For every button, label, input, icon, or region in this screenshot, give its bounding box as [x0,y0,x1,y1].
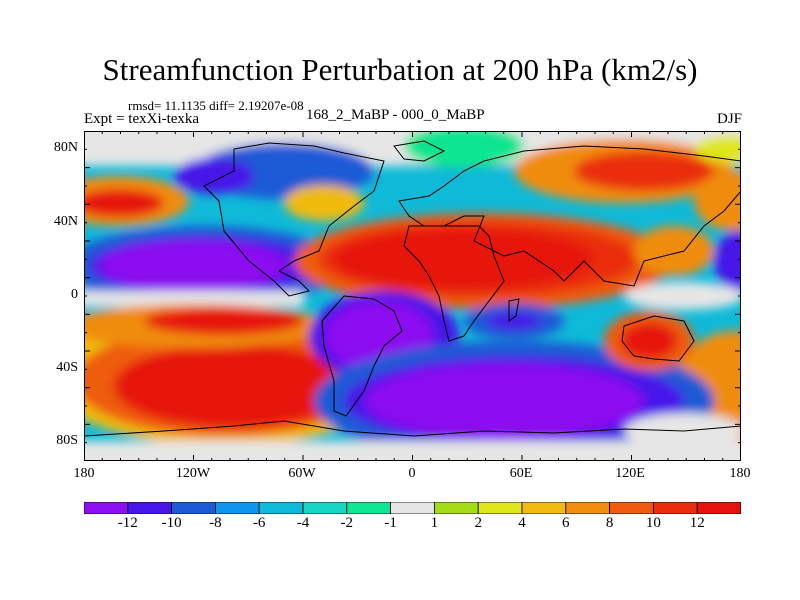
colorbar-swatch [477,502,523,514]
y-tick-label: 0 [71,287,78,302]
map-panel [84,131,741,461]
y-tick-label: 40N [53,214,78,229]
x-tick-label: 60E [509,466,533,481]
colorbar [84,502,741,514]
x-tick-label: 0 [408,466,416,481]
colorbar-swatch [521,502,567,514]
y-tick-label: 80N [53,140,78,155]
x-tick-label: 180 [73,466,95,481]
colorbar-swatch [214,502,260,514]
colorbar-label: 4 [518,515,526,531]
colorbar-swatch [653,502,698,514]
field-layer [84,131,741,461]
colorbar-label: -1 [384,515,397,531]
plot-title: Streamfunction Perturbation at 200 hPa (… [102,52,698,87]
colorbar-swatch [258,502,304,514]
colorbar-label: 1 [430,515,439,531]
x-tick-label: 60W [288,466,316,481]
x-tick-label: 120E [615,466,645,481]
y-tick-label: 80S [56,433,78,448]
axis-ticks [84,131,741,461]
season-label: DJF [716,111,742,127]
stats-line: rmsd= 11.1135 diff= 2.19207e-08 [128,98,304,113]
colorbar-label: 12 [689,515,705,531]
experiment-label: Expt = texXi-texka [84,111,200,127]
colorbar-swatch [84,502,129,514]
y-tick-label: 40S [56,360,78,375]
colorbar-swatch [609,502,654,514]
colorbar-swatch [171,502,216,514]
colorbar-label: 6 [562,515,570,531]
colorbar-swatch [696,502,741,514]
colorbar-label: 10 [645,515,661,531]
colorbar-label: -8 [209,515,222,531]
coastlines [84,140,741,461]
colorbar-label: 2 [474,515,482,531]
colorbar-label: -10 [161,515,182,531]
colorbar-swatch [302,502,348,514]
colorbar-label: -12 [117,515,138,531]
colorbar-label: -6 [252,515,266,531]
colorbar-label: -4 [296,515,310,531]
colorbar-swatch [390,502,435,514]
colorbar-swatch [433,502,479,514]
x-tick-label: 120W [175,466,211,481]
comparison-label: 168_2_MaBP - 000_0_MaBP [306,107,485,123]
colorbar-swatch [346,502,391,514]
colorbar-label: -2 [340,515,354,531]
colorbar-label: 8 [605,515,614,531]
colorbar-swatch [127,502,172,514]
colorbar-swatch [565,502,610,514]
x-tick-label: 180 [729,466,751,481]
